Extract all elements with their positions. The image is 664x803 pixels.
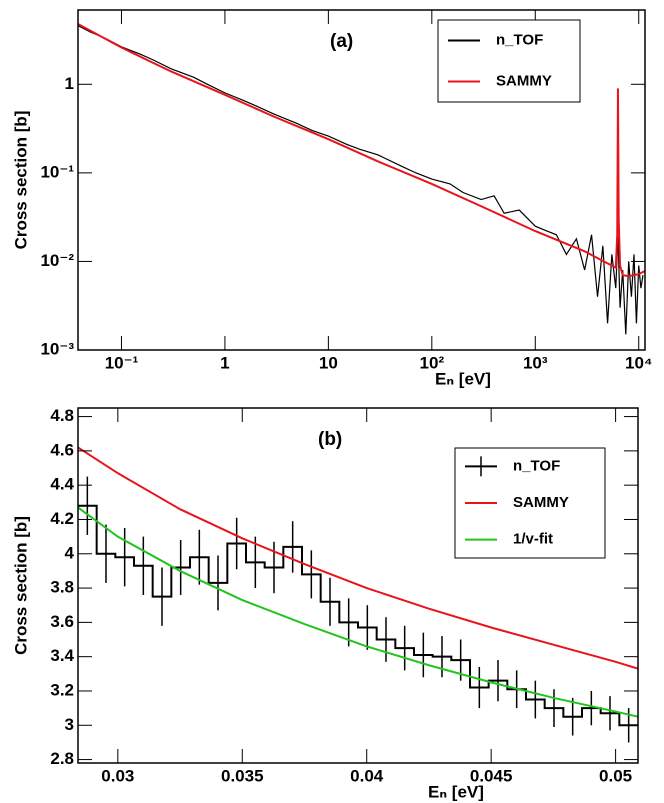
y-axis-label: Cross section [b] <box>11 111 30 250</box>
panel: 0.03 0.035 0.04 0.045 0.05 2.8 3 3.2 3.4 3.6 3.8 4 4… <box>11 406 639 801</box>
x-axis-label: Eₙ [eV] <box>435 369 491 388</box>
x-tick-label: 10 <box>319 353 338 372</box>
x-tick-label: 10⁻¹ <box>105 353 139 372</box>
legend-label: n_TOF <box>513 457 560 474</box>
y-tick-label: 3.8 <box>50 578 74 597</box>
x-tick-label: 10² <box>420 353 445 372</box>
series-line <box>78 25 644 335</box>
panel-label: (b) <box>318 429 342 450</box>
x-tick-label: 0.04 <box>350 766 384 785</box>
legend: n_TOF SAMMY 1/v-fit <box>454 447 606 559</box>
y-tick-label: 10⁻¹ <box>40 162 74 181</box>
panel-label: (a) <box>330 31 353 52</box>
y-tick-label: 3.6 <box>50 612 74 631</box>
plot-area <box>78 23 645 335</box>
x-tick-label: 0.05 <box>599 766 632 785</box>
series-line <box>78 446 638 670</box>
legend-label: 1/v-fit <box>513 531 553 548</box>
y-axis-label: Cross section [b] <box>11 516 30 655</box>
x-tick-label: 1 <box>220 353 229 372</box>
x-tick-label: 0.03 <box>101 766 134 785</box>
y-tick-label: 10⁻² <box>40 251 74 270</box>
legend-label: n_TOF <box>496 31 543 48</box>
legend-box <box>437 19 581 103</box>
frame <box>77 9 646 351</box>
y-tick-label: 4.4 <box>50 475 74 494</box>
legend: n_TOF SAMMY <box>437 19 581 103</box>
y-tick-label: 4.6 <box>50 440 74 459</box>
y-tick-label: 3.2 <box>50 680 74 699</box>
histogram-step <box>78 504 638 727</box>
y-tick-label: 3.4 <box>50 646 74 665</box>
series-line <box>78 23 645 278</box>
y-tick-label: 1 <box>65 74 74 93</box>
legend-label: SAMMY <box>496 72 552 89</box>
x-tick-label: 10³ <box>523 353 548 372</box>
y-tick-label: 4.8 <box>50 406 74 425</box>
panel: 10⁻¹ 1 10 10² 10³ 10⁴ 10⁻³ 10⁻² 10⁻¹ 1 (a) Eₙ [eV] C… <box>11 9 652 388</box>
plot-area <box>78 446 638 743</box>
y-tick-label: 10⁻³ <box>40 339 74 358</box>
x-tick-label: 0.035 <box>221 766 264 785</box>
y-tick-label: 2.8 <box>50 749 74 768</box>
x-tick-label: 10⁴ <box>625 353 652 372</box>
y-tick-label: 4 <box>65 543 75 562</box>
series-line <box>78 506 638 718</box>
legend-label: SAMMY <box>513 494 569 511</box>
x-tick-label: 0.045 <box>470 766 513 785</box>
y-tick-label: 3 <box>65 715 74 734</box>
frame <box>77 407 639 764</box>
y-tick-label: 4.2 <box>50 509 74 528</box>
x-axis-label: Eₙ [eV] <box>428 782 484 801</box>
